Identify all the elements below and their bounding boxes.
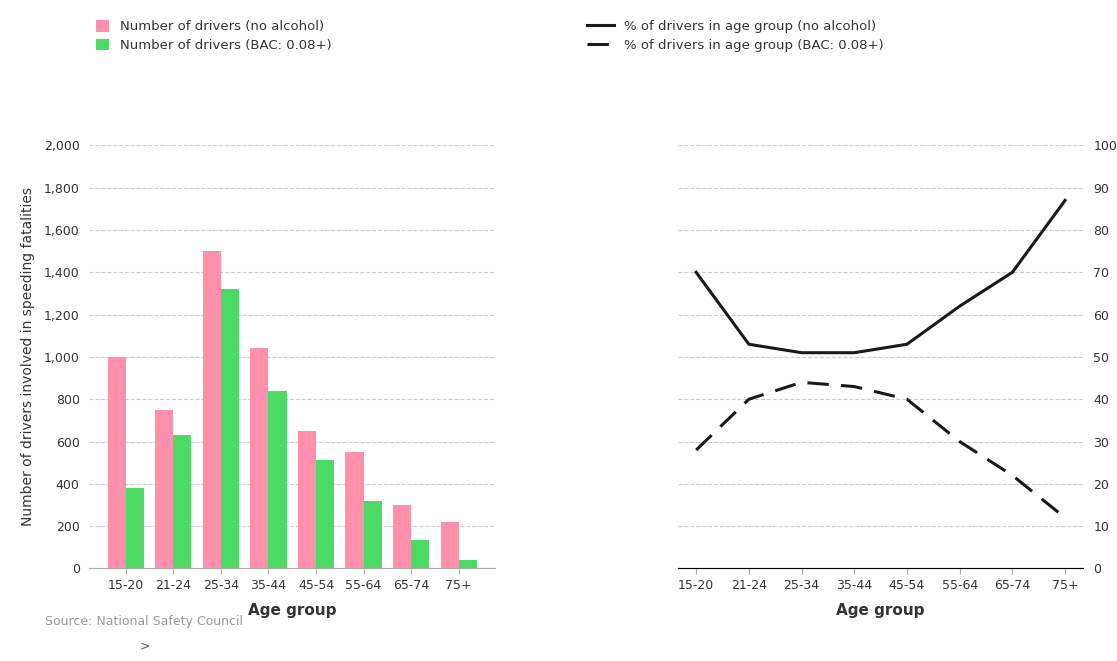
Bar <box>268 391 287 568</box>
Bar <box>440 522 459 568</box>
Text: Source: National Safety Council: Source: National Safety Council <box>45 615 242 628</box>
Bar <box>363 501 382 568</box>
Bar <box>173 435 191 568</box>
X-axis label: Age group: Age group <box>248 603 336 618</box>
Bar <box>298 431 316 568</box>
Bar <box>316 459 334 568</box>
Text: >: > <box>140 639 150 652</box>
Bar <box>126 488 144 568</box>
Legend: % of drivers in age group (no alcohol), % of drivers in age group (BAC: 0.08+): % of drivers in age group (no alcohol), … <box>588 20 884 52</box>
Bar <box>411 540 429 568</box>
X-axis label: Age group: Age group <box>837 603 925 618</box>
Y-axis label: Number of drivers involved in speeding fatalities: Number of drivers involved in speeding f… <box>21 188 36 526</box>
Bar <box>108 357 126 568</box>
Legend: Number of drivers (no alcohol), Number of drivers (BAC: 0.08+): Number of drivers (no alcohol), Number o… <box>96 20 332 52</box>
Bar <box>221 290 239 568</box>
Bar <box>155 410 173 568</box>
Bar <box>459 560 477 568</box>
Bar <box>393 505 411 568</box>
Bar <box>203 251 221 568</box>
Bar <box>345 452 363 568</box>
Bar <box>250 348 268 568</box>
